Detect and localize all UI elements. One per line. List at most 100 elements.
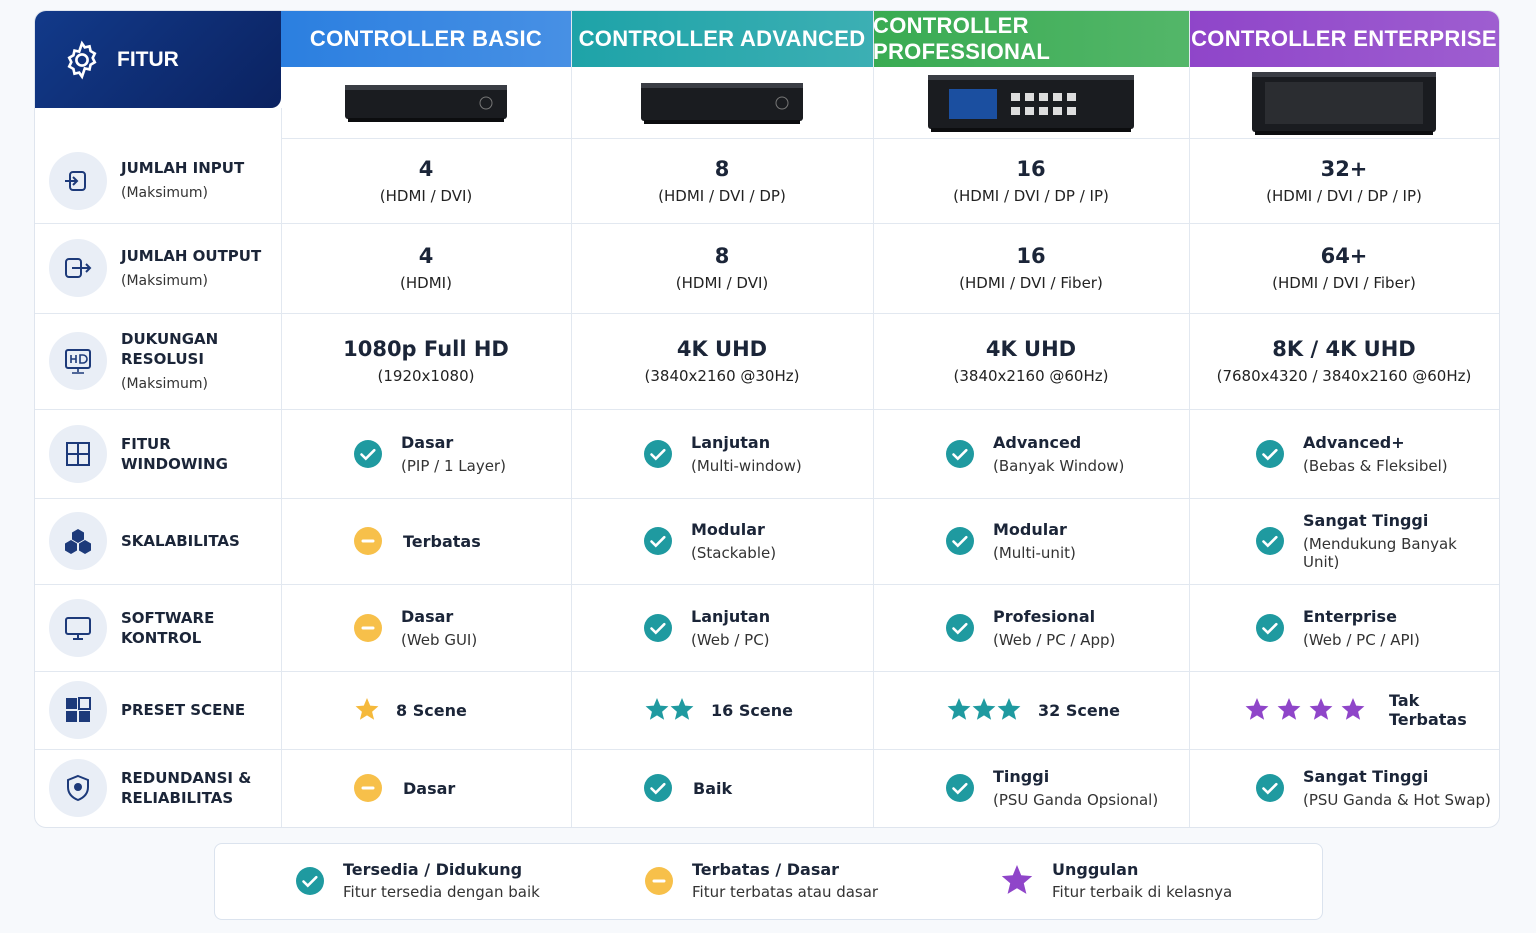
column-divider [571,11,572,827]
row-label: SOFTWARE KONTROL [49,584,271,671]
legend-desc: Fitur terbatas atau dasar [692,883,879,901]
status-cell: Tinggi (PSU Ganda Opsional) [945,749,1189,827]
row-glyph [65,529,91,554]
check-icon [1255,773,1285,803]
row-label-text: FITUR WINDOWING [121,434,271,474]
row-glyph [67,774,89,802]
cell-sub: (3840x2160 @60Hz) [953,367,1109,385]
column-header: CONTROLLER ENTERPRISE [1189,11,1499,67]
cell-text: Dasar (Web GUI) [401,607,477,649]
legend-title: Tersedia / Didukung [343,860,523,879]
row-glyph [65,349,91,374]
status-cell: Modular (Multi-unit) [945,498,1189,584]
gear-icon [67,39,97,80]
column-divider [281,108,282,827]
cell-main: 1080p Full HD [343,337,509,361]
device-svg [1252,71,1436,135]
column-header: CONTROLLER PROFESSIONAL [873,11,1189,67]
status-cell: Dasar [353,749,571,827]
check-icon [643,613,673,643]
cell-main: Advanced [993,432,1082,452]
row-label: JUMLAH OUTPUT (Maksimum) [49,223,271,313]
check-icon-svg [1256,439,1284,468]
cell-sub: (Bebas & Fleksibel) [1303,456,1448,475]
row-sublabel: (Maksimum) [121,185,209,201]
column-header: CONTROLLER BASIC [281,11,571,67]
row-icon [49,759,107,817]
cell-sub: (Banyak Window) [993,456,1125,475]
cell-text: Dasar (PIP / 1 Layer) [401,433,506,475]
cell-main: Lanjutan [691,606,771,626]
cell-main: 16 [1016,244,1046,268]
row-glyph [66,441,90,466]
check-icon-svg [946,527,974,555]
row-label: JUMLAH INPUT (Maksimum) [49,138,271,223]
row-glyph [65,258,92,278]
row-icon [49,239,107,297]
check-icon-svg [644,439,672,468]
cell-main: 16 Scene [711,700,793,720]
limited-icon-svg [354,613,382,642]
value-cell: 4K UHD (3840x2160 @30Hz) [571,313,873,409]
rating-stars [947,696,1024,724]
value-cell: 8 (HDMI / DVI / DP) [571,138,873,223]
cell-sub: (HDMI / DVI) [379,186,473,205]
cell-sub: (Web / PC) [691,630,770,649]
check-icon-svg [946,439,974,468]
cell-sub: (PIP / 1 Layer) [401,456,506,475]
rating-stars-svg [355,698,379,720]
row-divider [35,749,1499,750]
cell-sub: (HDMI / DVI) [675,274,769,292]
check-icon [945,526,975,556]
status-cell: Sangat Tinggi (PSU Ganda & Hot Swap) [1255,749,1493,827]
check-icon-svg [946,774,974,802]
value-cell: 4 (HDMI) [281,223,571,313]
check-icon-svg [644,613,672,642]
row-title: REDUNDANSI & RELIABILITAS [121,769,252,807]
cell-sub: (Web / PC / API) [1303,630,1420,649]
row-glyph [65,170,86,191]
status-cell: Enterprise (Web / PC / API) [1255,584,1493,671]
cell-sub: (7680x4320 / 3840x2160 @60Hz) [1216,367,1472,385]
check-icon [1255,613,1285,643]
cell-text: Enterprise (Web / PC / API) [1303,607,1420,649]
check-icon-svg [1256,613,1284,642]
row-label: SKALABILITAS [49,498,271,584]
cell-sub: (Stackable) [691,544,777,562]
comparison-table: FITUR CONTROLLER BASIC CONTROLLER ADVANCE… [34,10,1500,828]
cell-main: Tak Terbatas [1389,691,1467,729]
column-divider [1189,11,1190,827]
value-cell: 64+ (HDMI / DVI / Fiber) [1189,223,1499,313]
stars-cell: 32 Scene [947,671,1120,749]
status-cell: Lanjutan (Web / PC) [643,584,873,671]
feature-label: FITUR [117,47,179,71]
legend: Tersedia / Didukung Fitur tersedia dengan… [214,843,1323,920]
row-label: PRESET SCENE [49,671,271,749]
stars-cell: Tak Terbatas [1245,671,1499,749]
row-sublabel: (Maksimum) [121,375,209,392]
row-title: PRESET SCENE [121,701,246,719]
rating-stars-svg [1245,698,1365,720]
rating-stars [645,696,697,724]
row-label: FITUR WINDOWING [49,409,271,498]
legend-text: Terbatas / Dasar Fitur terbatas atau dasa… [692,860,878,901]
row-divider [35,827,1499,828]
cell-sub: (Mendukung Banyak Unit) [1303,535,1457,571]
cell-text: Tinggi (PSU Ganda Opsional) [993,767,1158,809]
cell-main: 32+ [1320,156,1368,181]
row-icon [49,332,107,390]
status-cell: Lanjutan (Multi-window) [643,409,873,498]
limited-icon-svg [645,866,673,895]
limited-icon [644,866,674,896]
cell-sub: (HDMI / DVI / DP / IP) [953,186,1109,205]
cell-main: Profesional [993,606,1096,626]
cell-main: Advanced+ [1303,432,1405,452]
cell-main: Dasar [401,606,454,626]
row-divider [35,409,1499,410]
row-label-text: JUMLAH OUTPUT (Maksimum) [121,246,271,291]
legend-text: Unggulan Fitur terbaik di kelasnya [1052,860,1232,901]
cell-main: 16 [1016,156,1046,181]
rating-stars [1245,696,1375,724]
row-title: JUMLAH INPUT [121,159,245,177]
device-image [1189,67,1499,138]
